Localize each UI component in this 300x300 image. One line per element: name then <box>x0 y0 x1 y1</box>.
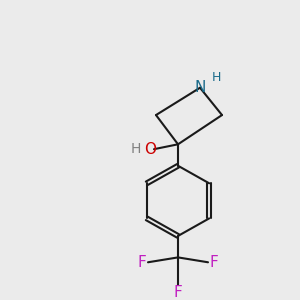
Text: F: F <box>138 255 146 270</box>
Text: O: O <box>144 142 156 157</box>
Text: F: F <box>210 255 218 270</box>
Text: N: N <box>194 80 206 95</box>
Text: H: H <box>131 142 141 156</box>
Text: F: F <box>174 285 182 300</box>
Text: H: H <box>211 70 221 83</box>
